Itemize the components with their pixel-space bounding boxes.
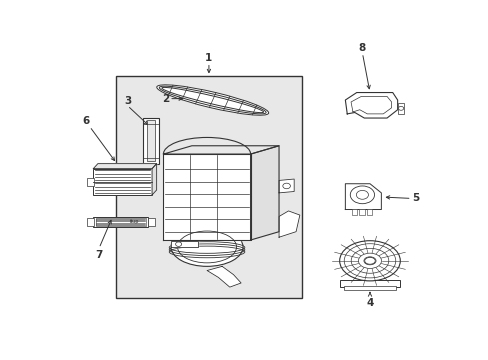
Text: 4: 4 xyxy=(366,298,373,308)
Bar xyxy=(340,280,399,287)
Ellipse shape xyxy=(157,85,268,115)
Bar xyxy=(86,178,94,186)
Circle shape xyxy=(349,186,374,204)
Bar xyxy=(344,286,395,290)
Bar xyxy=(93,217,148,227)
Bar xyxy=(351,209,356,215)
Polygon shape xyxy=(279,179,294,193)
Text: ⬆up: ⬆up xyxy=(127,220,138,225)
Bar xyxy=(147,120,154,162)
Bar xyxy=(116,76,301,298)
Polygon shape xyxy=(250,146,279,240)
Text: 2: 2 xyxy=(162,94,169,104)
Circle shape xyxy=(175,242,181,246)
Bar xyxy=(366,209,371,215)
Polygon shape xyxy=(279,211,299,237)
Bar xyxy=(148,218,155,226)
Text: 3: 3 xyxy=(123,95,131,105)
Polygon shape xyxy=(163,154,250,240)
Ellipse shape xyxy=(339,241,400,281)
Polygon shape xyxy=(152,164,156,195)
Text: 8: 8 xyxy=(358,43,366,53)
Text: 1: 1 xyxy=(205,53,212,63)
Ellipse shape xyxy=(364,257,374,264)
Polygon shape xyxy=(171,242,197,247)
Polygon shape xyxy=(345,184,381,210)
Bar xyxy=(86,218,94,226)
Text: 5: 5 xyxy=(411,193,418,203)
Bar xyxy=(96,219,146,226)
Circle shape xyxy=(398,107,403,110)
Circle shape xyxy=(282,183,290,189)
Polygon shape xyxy=(163,146,279,154)
Text: 7: 7 xyxy=(95,250,102,260)
Bar xyxy=(93,168,152,195)
Ellipse shape xyxy=(171,228,243,266)
Circle shape xyxy=(356,190,368,199)
Polygon shape xyxy=(93,164,156,168)
Bar xyxy=(359,209,364,215)
Text: 6: 6 xyxy=(82,116,89,126)
Bar xyxy=(397,103,404,114)
Polygon shape xyxy=(345,93,397,118)
Polygon shape xyxy=(206,266,241,287)
Bar xyxy=(142,118,158,164)
